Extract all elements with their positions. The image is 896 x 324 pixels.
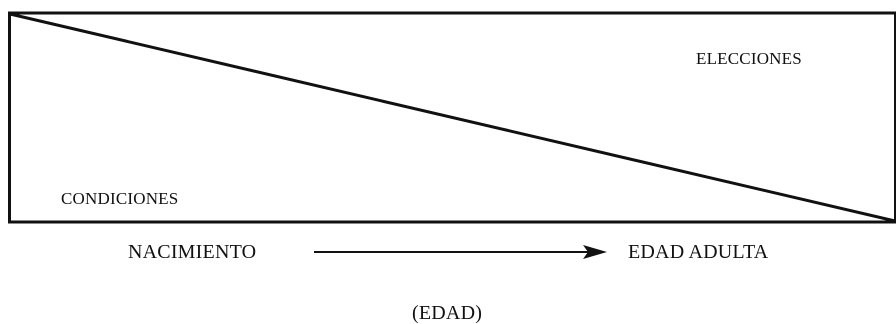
- upper-region-label: ELECCIONES: [696, 49, 802, 68]
- age-arrow-head: [583, 245, 607, 259]
- axis-start-label: NACIMIENTO: [128, 241, 257, 263]
- axis-end-label: EDAD ADULTA: [628, 241, 769, 263]
- axis-caption: (EDAD): [412, 302, 483, 324]
- diagonal-divider: [9, 12, 896, 223]
- lower-region-label: CONDICIONES: [61, 189, 179, 208]
